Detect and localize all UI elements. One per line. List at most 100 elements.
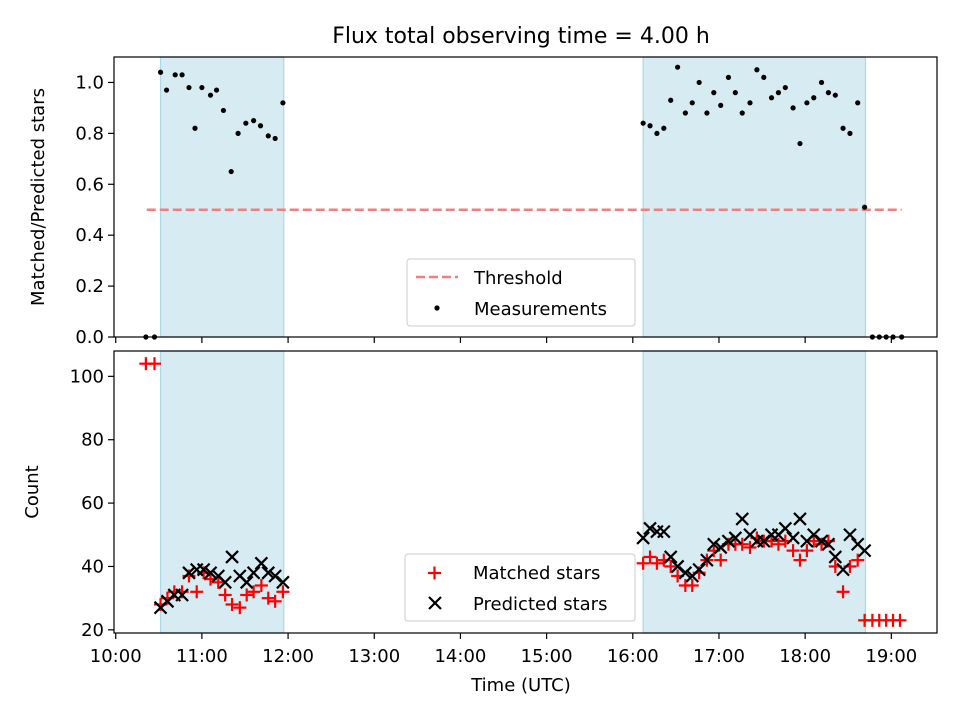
count-panel: 20 40 60 80 100 10:00 11:00 12:00 13:00 14:00 15:… bbox=[22, 350, 938, 696]
predicted-star-point bbox=[678, 566, 693, 580]
predicted-star-point bbox=[735, 512, 750, 526]
predicted-star-point bbox=[261, 566, 276, 580]
threshold-legend-label: Threshold bbox=[473, 268, 563, 289]
predicted-star-point bbox=[793, 512, 807, 526]
predicted-star-point bbox=[663, 550, 678, 564]
matched-star-point bbox=[893, 613, 907, 627]
y-tick-label: 20 bbox=[81, 620, 104, 641]
matched-star-point bbox=[735, 537, 749, 551]
x-tick-label: 19:00 bbox=[865, 646, 917, 667]
matched-star-point bbox=[685, 578, 699, 592]
observing-window-shade bbox=[159, 56, 285, 338]
ratio-axes-frame bbox=[113, 56, 938, 338]
measurement-point bbox=[251, 118, 257, 124]
count-axes-frame bbox=[113, 350, 938, 634]
predicted-star-point bbox=[182, 566, 196, 580]
measurement-point bbox=[739, 110, 745, 116]
matched-star-point bbox=[218, 588, 232, 602]
y-tick-label: 60 bbox=[81, 493, 104, 514]
matched-star-point bbox=[211, 575, 225, 589]
matched-star-point bbox=[786, 544, 800, 558]
measurement-point bbox=[228, 168, 234, 175]
measurement-point bbox=[825, 90, 832, 96]
predicted-star-point bbox=[218, 575, 232, 590]
ratio-legend: Threshold Measurements bbox=[406, 258, 636, 327]
measurement-point bbox=[775, 90, 782, 96]
ratio-x-axis bbox=[115, 337, 892, 343]
predicted-star-point bbox=[203, 566, 218, 580]
measurement-point bbox=[186, 84, 192, 91]
time-x-axis: 10:00 11:00 12:00 13:00 14:00 15:00 16:00 17:00… bbox=[90, 633, 917, 667]
x-tick-label: 14:00 bbox=[434, 646, 486, 667]
y-tick-label: 100 bbox=[70, 366, 104, 387]
x-tick-label: 12:00 bbox=[262, 646, 314, 667]
observing-window-shade bbox=[642, 56, 867, 338]
measurement-point bbox=[265, 133, 271, 139]
matched-star-point bbox=[743, 540, 757, 554]
y-tick-label: 0.6 bbox=[75, 174, 104, 195]
measurement-point bbox=[163, 87, 170, 93]
predicted-star-point bbox=[657, 524, 671, 539]
matched-star-point bbox=[765, 534, 779, 548]
predicted-star-point bbox=[821, 537, 836, 552]
count-y-axis-label: Count bbox=[22, 465, 43, 518]
matched-star-point bbox=[276, 585, 290, 599]
x-tick-label: 10:00 bbox=[90, 646, 142, 667]
measurement-point bbox=[747, 100, 753, 106]
y-tick-label: 0.2 bbox=[75, 276, 104, 297]
matched-star-point bbox=[254, 578, 268, 592]
measurement-point bbox=[675, 64, 681, 70]
measurement-point bbox=[661, 125, 667, 131]
measurement-point bbox=[213, 87, 220, 93]
count-points bbox=[139, 357, 907, 627]
matched-star-point bbox=[247, 585, 261, 599]
measurement-point bbox=[832, 92, 838, 98]
measurement-point bbox=[235, 130, 241, 136]
predicted-star-point bbox=[643, 521, 657, 536]
measurement-point bbox=[640, 120, 646, 126]
measurement-point bbox=[754, 67, 760, 73]
measurement-point bbox=[862, 204, 868, 210]
measurement-point bbox=[768, 95, 775, 101]
y-tick-label: 0.4 bbox=[75, 225, 104, 246]
matched-star-point bbox=[268, 594, 282, 608]
time-x-axis-label: Time (UTC) bbox=[470, 675, 571, 696]
predicted-star-point bbox=[276, 575, 290, 590]
measurement-point bbox=[732, 90, 738, 96]
ratio-panel: 0.0 0.2 0.4 0.6 0.8 1.0 Matched/Predicted sta… bbox=[28, 56, 938, 348]
measurement-point bbox=[847, 130, 853, 136]
predicted-star-point bbox=[636, 531, 650, 545]
measurement-point bbox=[220, 107, 227, 114]
measurement-point bbox=[257, 123, 264, 129]
x-tick-label: 18:00 bbox=[779, 646, 831, 667]
matched-star-point bbox=[771, 537, 785, 551]
x-tick-label: 15:00 bbox=[521, 646, 573, 667]
matched-star-point bbox=[836, 585, 850, 599]
x-tick-label: 16:00 bbox=[607, 646, 659, 667]
measurement-point bbox=[811, 95, 817, 101]
predicted-star-point bbox=[239, 575, 254, 590]
measurement-point bbox=[157, 69, 164, 75]
measurement-points bbox=[143, 64, 905, 340]
predicted-star-point bbox=[254, 556, 269, 571]
measurement-point bbox=[782, 84, 788, 91]
count-y-axis: 20 40 60 80 100 bbox=[70, 366, 114, 641]
matched-star-point bbox=[664, 559, 678, 573]
predicted-star-point bbox=[700, 553, 714, 567]
measurement-point bbox=[804, 100, 810, 106]
measurements-legend-label: Measurements bbox=[474, 299, 607, 320]
measurement-point bbox=[172, 72, 178, 78]
measurement-point bbox=[647, 123, 653, 129]
measurement-point bbox=[682, 110, 688, 116]
predicted-star-point bbox=[196, 562, 211, 577]
measurement-point bbox=[840, 125, 846, 131]
predicted-star-point bbox=[857, 543, 872, 558]
matched-star-point bbox=[800, 544, 814, 558]
predicted-legend-label: Predicted stars bbox=[473, 594, 607, 615]
matched-star-point bbox=[714, 553, 728, 567]
predicted-star-point bbox=[692, 562, 706, 577]
predicted-star-point bbox=[836, 562, 850, 577]
y-tick-label: 0.0 bbox=[75, 327, 104, 348]
predicted-star-point bbox=[707, 537, 721, 552]
